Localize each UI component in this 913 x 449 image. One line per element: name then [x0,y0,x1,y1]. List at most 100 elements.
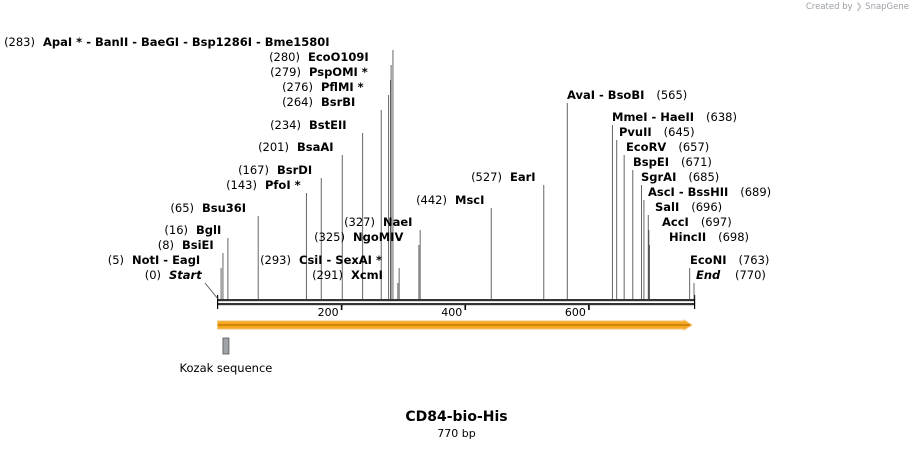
end-marker: End (770) [693,268,766,299]
restriction-site: (280) EcoO109I [269,50,392,299]
start-leader-line [204,282,219,300]
site-enzyme-label: CsiI - SexAI * [299,253,382,267]
restriction-site: (264) BsrBI [282,95,382,299]
kozak-feature-box [222,337,230,355]
site-enzyme-label: BsaAI [297,140,334,154]
end-label: End [696,268,721,282]
site-enzyme-label: MscI [455,193,484,207]
site-enzyme-label: NgoMIV [353,230,403,244]
site-position-label: (696) [691,200,722,214]
site-position-label: (698) [718,230,749,244]
backbone-end-cap [694,295,696,309]
site-position-label: (16) [164,223,188,237]
end-position: (770) [735,268,766,282]
site-enzyme-label: SgrAI [641,170,676,184]
site-position-label: (201) [258,140,289,154]
site-position-label: (697) [701,215,732,229]
backbone-top-strand [217,299,695,302]
site-position-label: (291) [312,268,343,282]
restriction-site: (645) PvuII [616,125,695,299]
site-position-label: (685) [688,170,719,184]
site-enzyme-label: HincII [669,230,706,244]
restriction-site: (234) BstEII [270,118,364,299]
orf-feature-arrow [217,319,693,331]
site-enzyme-label: BglI [196,223,221,237]
site-enzyme-label: ApaI * - BanII - BaeGI - Bsp1286I - Bme1… [43,35,330,49]
kozak-feature-label: Kozak sequence [180,361,273,375]
site-enzyme-label: BspEI [633,155,669,169]
restriction-site: (16) BglI [164,223,229,299]
site-position-label: (645) [664,125,695,139]
restriction-site: (671) BspEI [632,155,712,299]
site-position-label: (8) [158,238,174,252]
site-enzyme-label: EcoRV [626,140,666,154]
site-position-label: (763) [738,253,769,267]
restriction-site: (638) MmeI - HaeII [611,110,737,299]
site-enzyme-label: NotI - EagI [132,253,200,267]
scale-tick-label: 600 [565,306,586,319]
site-position-label: (325) [314,230,345,244]
site-enzyme-label: BsrBI [321,95,355,109]
site-position-label: (276) [282,80,313,94]
map-title: CD84-bio-His [405,409,508,425]
site-enzyme-label: BsrDI [277,163,312,177]
site-position-label: (65) [170,201,194,215]
restriction-site: (5) NotI - EagI [108,253,222,299]
site-position-label: (5) [108,253,124,267]
restriction-site: (283) ApaI * - BanII - BaeGI - Bsp1286I -… [4,35,394,299]
scale-tick-label: 400 [441,306,462,319]
restriction-site: (276) PflMI * [282,80,390,299]
site-enzyme-label: Bsu36I [202,201,246,215]
restriction-site: (8) BsiEI [158,238,224,299]
restriction-site: (696) SalI [647,200,722,299]
restriction-site: (685) SgrAI [641,170,719,299]
site-enzyme-label: EcoNI [690,253,726,267]
site-position-label: (264) [282,95,313,109]
site-enzyme-label: PfoI * [265,178,301,192]
restriction-site: (167) BsrDI [238,163,322,299]
site-position-label: (565) [656,88,687,102]
restriction-site: (442) MscI [416,193,492,299]
restriction-site: (698) HincII [649,230,749,299]
site-enzyme-label: EarI [510,170,536,184]
site-position-label: (657) [678,140,709,154]
site-position-label: (143) [226,178,257,192]
start-marker: (0) Start [145,268,219,300]
site-enzyme-label: XcmI [351,268,383,282]
site-enzyme-label: MmeI - HaeII [612,110,694,124]
snapgene-logo-icon: ❯ [855,2,863,12]
sequence-length: 770 bp [437,427,476,440]
start-label: Start [169,268,202,282]
site-enzyme-label: BsiEI [182,238,214,252]
scale-tick-label: 200 [318,306,339,319]
restriction-site: (291) XcmI [312,268,399,299]
site-enzyme-label: NaeI [383,215,412,229]
site-position-label: (689) [740,185,771,199]
site-enzyme-label: AscI - BssHII [648,185,728,199]
site-position-label: (293) [260,253,291,267]
site-enzyme-label: AccI [662,215,689,229]
restriction-site: (565) AvaI - BsoBI [566,88,687,299]
site-position-label: (671) [681,155,712,169]
site-position-label: (527) [471,170,502,184]
site-position-label: (442) [416,193,447,207]
credit-brand: SnapGene [865,2,909,12]
restriction-site: (527) EarI [471,170,545,299]
restriction-site: (657) EcoRV [623,140,709,299]
site-enzyme-label: PspOMI * [309,65,368,79]
site-enzyme-label: EcoO109I [308,50,369,64]
restriction-site: (763) EcoNI [689,253,769,299]
restriction-site: (293) CsiI - SexAI * [260,253,400,299]
site-enzyme-label: BstEII [309,118,347,132]
site-position-label: (234) [270,118,301,132]
site-position-label: (167) [238,163,269,177]
restriction-site: (689) AscI - BssHII [643,185,771,299]
site-position-label: (638) [706,110,737,124]
backbone-bottom-strand [217,303,695,306]
site-position-label: (327) [344,215,375,229]
backbone-start-cap [217,295,219,309]
restriction-site: (279) PspOMI * [270,65,391,299]
site-enzyme-label: SalI [655,200,679,214]
start-position: (0) [145,268,161,282]
